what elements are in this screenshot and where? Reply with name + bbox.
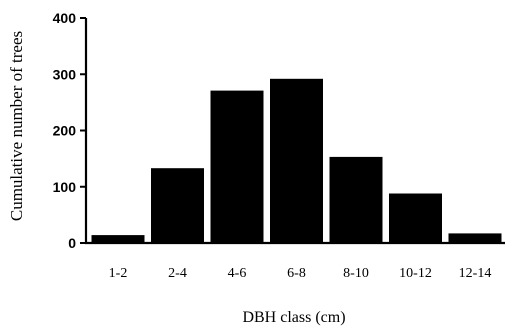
y-axis-label: Cumulative number of trees xyxy=(7,31,26,221)
y-tick-label: 100 xyxy=(53,179,77,195)
x-tick-label: 10-12 xyxy=(399,266,432,281)
bar-10-12 xyxy=(389,193,442,243)
bar-8-10 xyxy=(329,156,383,243)
bar-1-2 xyxy=(91,235,145,243)
y-tick-label: 300 xyxy=(53,66,77,82)
bars-group xyxy=(91,78,502,244)
bar-2-4 xyxy=(151,168,204,243)
x-tick-label: 2-4 xyxy=(168,266,187,281)
bar-12-14 xyxy=(448,233,502,243)
y-tick-label: 200 xyxy=(53,123,77,139)
x-tick-label: 8-10 xyxy=(343,266,369,281)
x-tick-label: 6-8 xyxy=(287,266,306,281)
x-axis-label: DBH class (cm) xyxy=(242,309,345,326)
x-tick-label: 12-14 xyxy=(459,266,492,281)
bar-4-6 xyxy=(210,90,264,243)
x-tick-label: 1-2 xyxy=(109,266,128,281)
x-tick-label: 4-6 xyxy=(228,266,247,281)
x-ticks-group: 1-2 2-4 4-6 6-8 8-10 10-12 12-14 xyxy=(109,266,492,281)
y-tick-label: 400 xyxy=(53,10,77,26)
y-ticks-group: 0 100 200 300 400 xyxy=(53,10,77,251)
axes-group xyxy=(80,17,505,245)
bar-6-8 xyxy=(270,78,323,244)
y-tick-label: 0 xyxy=(68,235,76,251)
